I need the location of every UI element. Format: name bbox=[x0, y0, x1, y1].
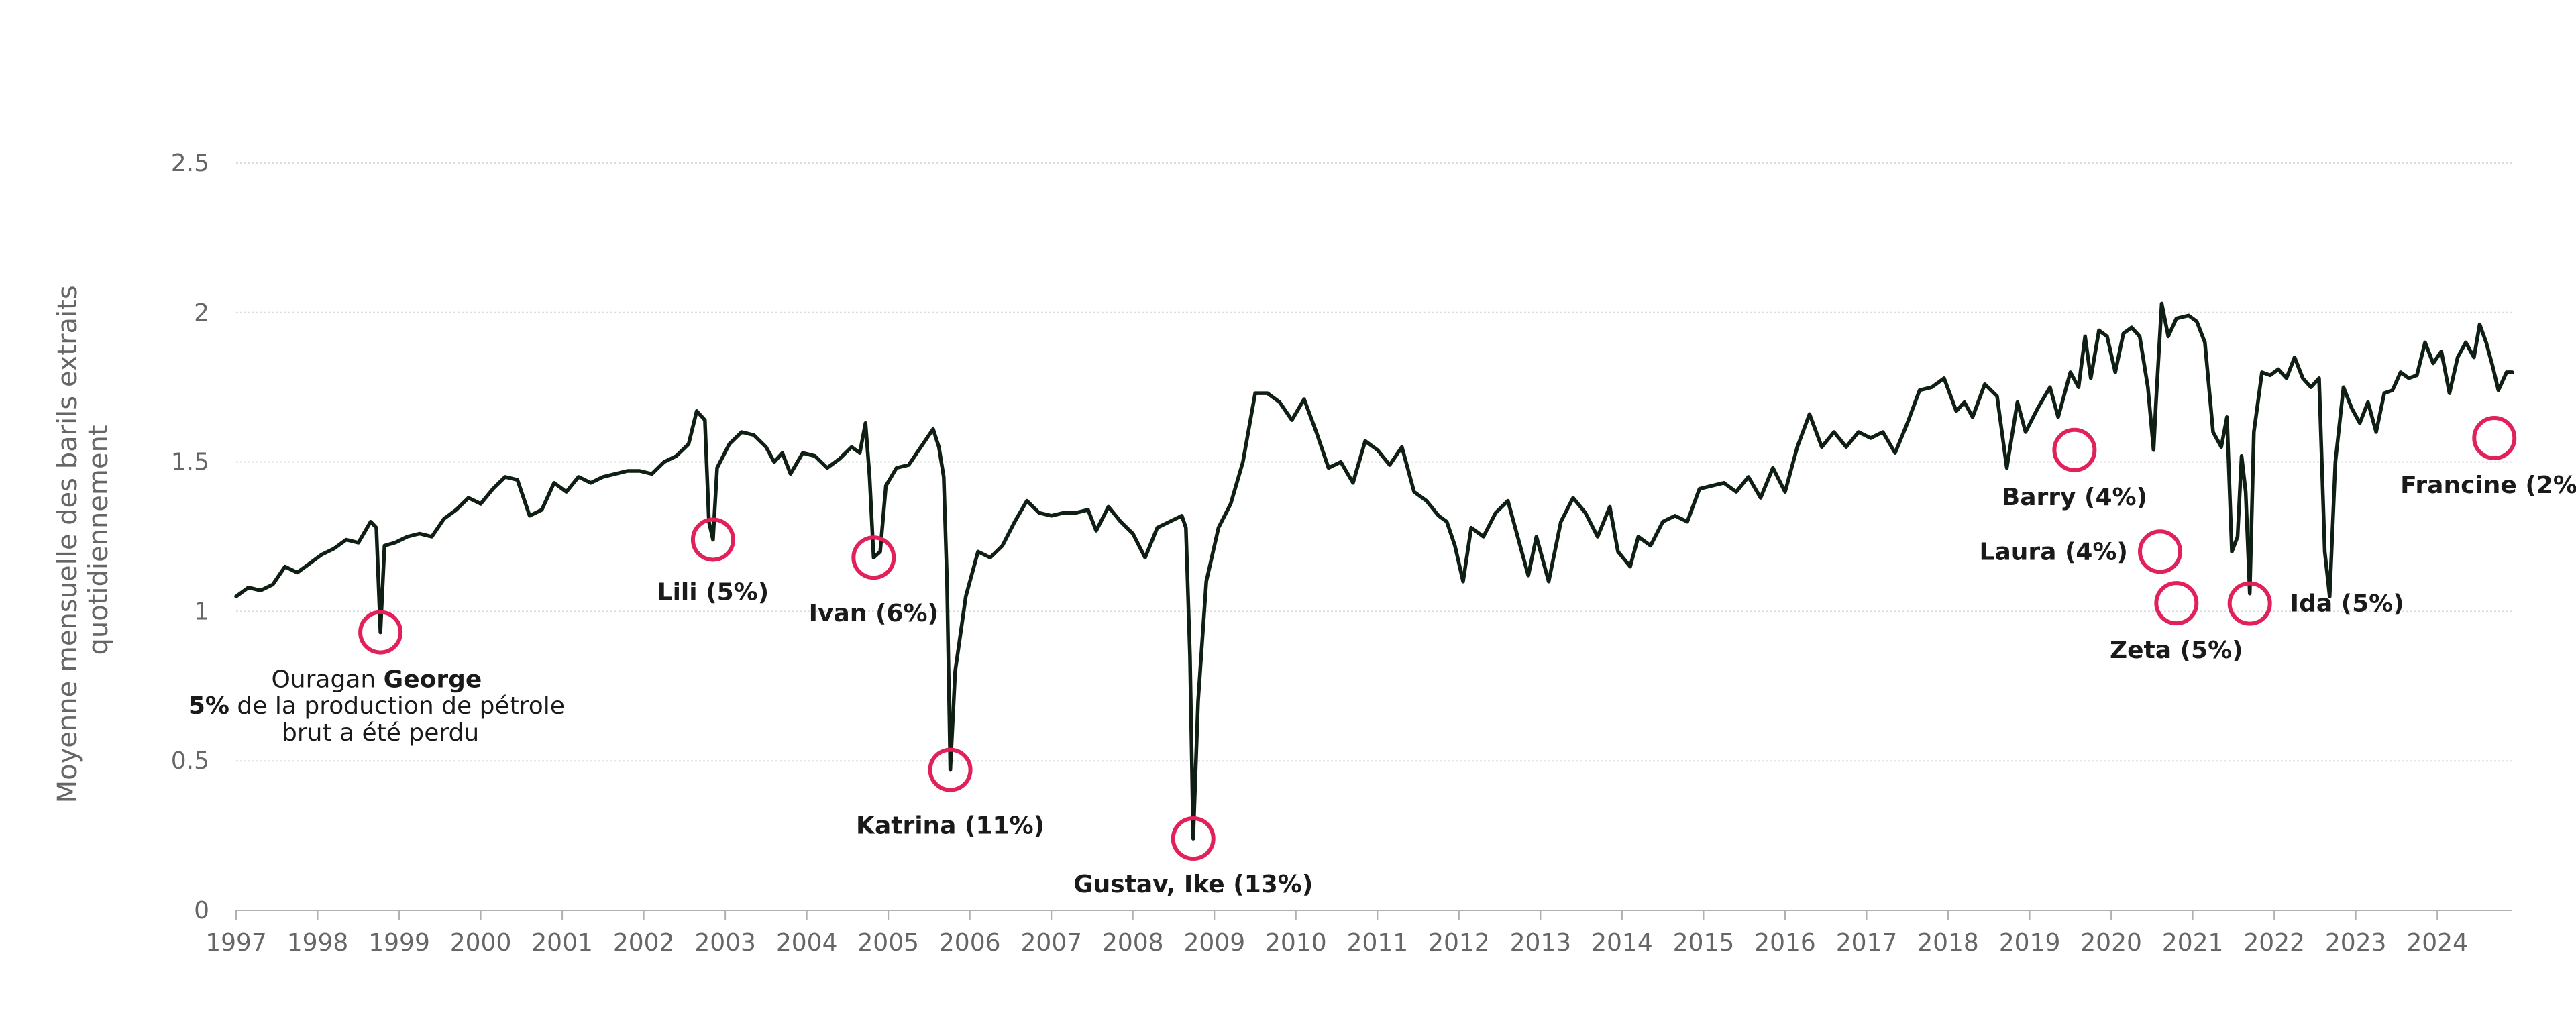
x-tick-label: 2015 bbox=[1673, 929, 1735, 957]
annotation-label: Katrina (11%) bbox=[856, 812, 1044, 840]
annotation-label: Zeta (5%) bbox=[2110, 637, 2243, 664]
annotation-marker bbox=[1171, 816, 1216, 861]
x-tick-label: 2003 bbox=[694, 929, 756, 957]
annotation-label: Gustav, Ike (13%) bbox=[1073, 871, 1313, 898]
y-tick-label: 2.5 bbox=[171, 150, 209, 177]
annotation-marker bbox=[2052, 427, 2097, 472]
x-tick-label: 2006 bbox=[939, 929, 1001, 957]
annotation-marker bbox=[358, 610, 403, 655]
annotation-marker bbox=[2227, 581, 2272, 626]
x-tick-label: 2002 bbox=[613, 929, 675, 957]
x-tick-label: 2007 bbox=[1020, 929, 1082, 957]
x-tick-label: 2008 bbox=[1102, 929, 1164, 957]
annotation-marker bbox=[690, 517, 735, 562]
y-tick-labels: 0 0.5 1 1.5 2 2.5 bbox=[171, 150, 209, 924]
y-axis-label: Moyenne mensuelle des barils extraits qu… bbox=[52, 277, 114, 804]
x-tick-label: 2014 bbox=[1591, 929, 1653, 957]
x-tick-label: 2009 bbox=[1183, 929, 1245, 957]
x-tick-label: 2019 bbox=[1999, 929, 2061, 957]
y-tick-label: 1.5 bbox=[171, 449, 209, 476]
x-tick-label: 2017 bbox=[1836, 929, 1898, 957]
x-tick-label: 2001 bbox=[531, 929, 593, 957]
george-line3: brut a été perdu bbox=[282, 719, 479, 747]
george-line2: 5% de la production de pétrole bbox=[189, 692, 572, 720]
series-layer bbox=[234, 301, 2514, 841]
x-tick-label: 2000 bbox=[450, 929, 512, 957]
annotation-marker bbox=[2154, 581, 2199, 626]
gridlines bbox=[236, 162, 2512, 762]
george-line1-bold: George bbox=[384, 666, 482, 694]
y-tick-label: 0 bbox=[194, 897, 209, 924]
y-tick-label: 0.5 bbox=[171, 747, 209, 775]
y-tick-label: 1 bbox=[194, 598, 209, 625]
x-tick-label: 2020 bbox=[2080, 929, 2142, 957]
annotation-label: Ivan (6%) bbox=[809, 600, 938, 627]
x-tick-label: 1999 bbox=[368, 929, 430, 957]
x-tick-label: 2010 bbox=[1265, 929, 1327, 957]
x-axis: 1997 1998 1999 2000 2001 2002 2003 2004 2005 2006… bbox=[205, 910, 2512, 957]
annotation-marker bbox=[928, 747, 973, 792]
annotation-markers bbox=[358, 415, 2517, 861]
x-tick-label: 2013 bbox=[1510, 929, 1572, 957]
annotation-marker bbox=[2472, 415, 2517, 460]
annotation-marker bbox=[851, 535, 896, 580]
george-annotation: Ouragan George 5% de la production de pé… bbox=[189, 666, 572, 747]
x-tick-label: 2022 bbox=[2243, 929, 2305, 957]
y-axis-label-line1: Moyenne mensuelle des barils extraits bbox=[52, 285, 83, 803]
y-axis-label-line2: quotidiennement bbox=[83, 425, 114, 655]
annotation-label: Lili (5%) bbox=[657, 578, 769, 606]
george-line1-prefix: Ouragan bbox=[271, 666, 383, 694]
george-line1: Ouragan George bbox=[271, 666, 489, 694]
annotation-marker bbox=[2138, 529, 2183, 574]
annotation-labels: Lili (5%) Ivan (6%) Katrina (11%) Gustav, I… bbox=[657, 472, 2576, 898]
x-tick-label: 2012 bbox=[1428, 929, 1490, 957]
x-tick-label: 2021 bbox=[2162, 929, 2224, 957]
x-tick-label: 2023 bbox=[2325, 929, 2387, 957]
series-line bbox=[234, 301, 2514, 841]
x-tick-label: 1998 bbox=[287, 929, 349, 957]
annotation-label: Ida (5%) bbox=[2290, 590, 2404, 618]
x-tick-label: 2016 bbox=[1754, 929, 1816, 957]
george-line2-rest: de la production de pétrole bbox=[229, 692, 565, 720]
x-tick-label: 2018 bbox=[1917, 929, 1979, 957]
annotation-label: Laura (4%) bbox=[1980, 538, 2128, 566]
x-tick-label: 2005 bbox=[857, 929, 919, 957]
x-tick-label: 2004 bbox=[776, 929, 838, 957]
annotation-label: Francine (2%) bbox=[2400, 472, 2576, 499]
x-tick-label: 1997 bbox=[205, 929, 267, 957]
george-line2-bold: 5% bbox=[189, 692, 229, 720]
y-tick-label: 2 bbox=[194, 299, 209, 327]
x-tick-label: 2024 bbox=[2406, 929, 2468, 957]
x-tick-label: 2011 bbox=[1347, 929, 1409, 957]
annotation-label: Barry (4%) bbox=[2002, 484, 2147, 511]
